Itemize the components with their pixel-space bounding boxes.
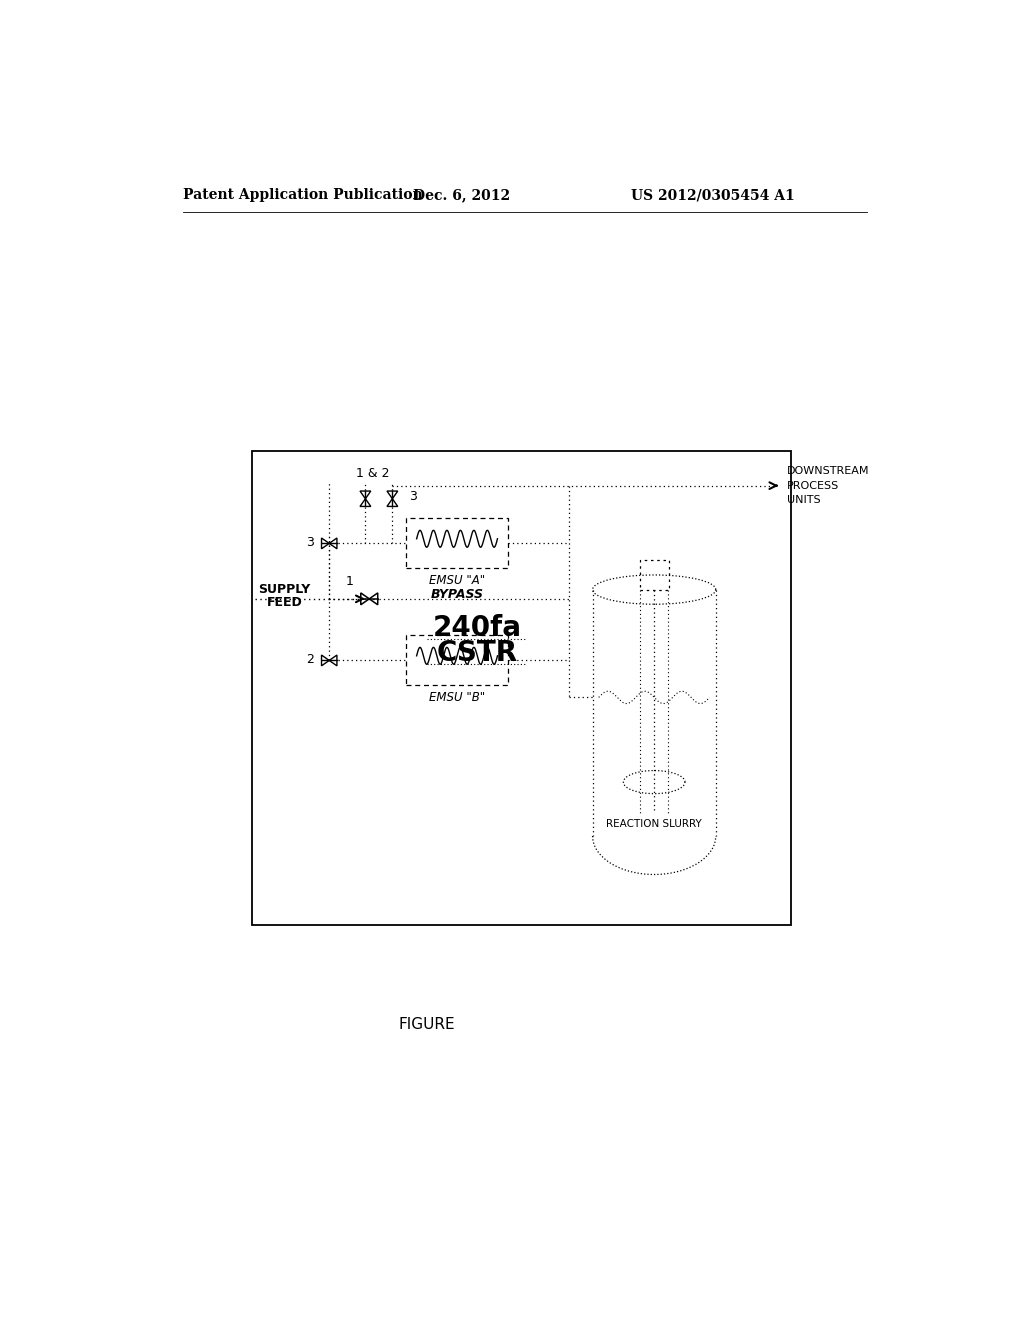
- Bar: [407, 635, 508, 685]
- Text: 240fa: 240fa: [432, 614, 521, 642]
- Text: 1 & 2: 1 & 2: [356, 467, 390, 480]
- Text: Dec. 6, 2012: Dec. 6, 2012: [413, 189, 510, 202]
- Text: US 2012/0305454 A1: US 2012/0305454 A1: [631, 189, 795, 202]
- Text: FIGURE: FIGURE: [398, 1018, 456, 1032]
- Text: Patent Application Publication: Patent Application Publication: [183, 189, 423, 202]
- Text: UNITS: UNITS: [786, 495, 820, 504]
- Text: 3: 3: [410, 490, 417, 503]
- Text: 1: 1: [346, 576, 354, 589]
- Bar: [407, 519, 508, 569]
- Text: DOWNSTREAM: DOWNSTREAM: [786, 466, 869, 477]
- Text: BYPASS: BYPASS: [430, 589, 483, 602]
- Text: CSTR: CSTR: [436, 639, 517, 667]
- Text: 3: 3: [306, 536, 313, 549]
- Text: 2: 2: [306, 653, 313, 667]
- Text: FEED: FEED: [266, 597, 302, 610]
- Bar: [640, 561, 669, 590]
- Text: EMSU "B": EMSU "B": [429, 690, 485, 704]
- Text: PROCESS: PROCESS: [786, 480, 839, 491]
- Text: REACTION SLURRY: REACTION SLURRY: [606, 820, 702, 829]
- Text: SUPPLY: SUPPLY: [258, 583, 310, 597]
- Text: EMSU "A": EMSU "A": [429, 574, 485, 587]
- Bar: [252, 451, 792, 924]
